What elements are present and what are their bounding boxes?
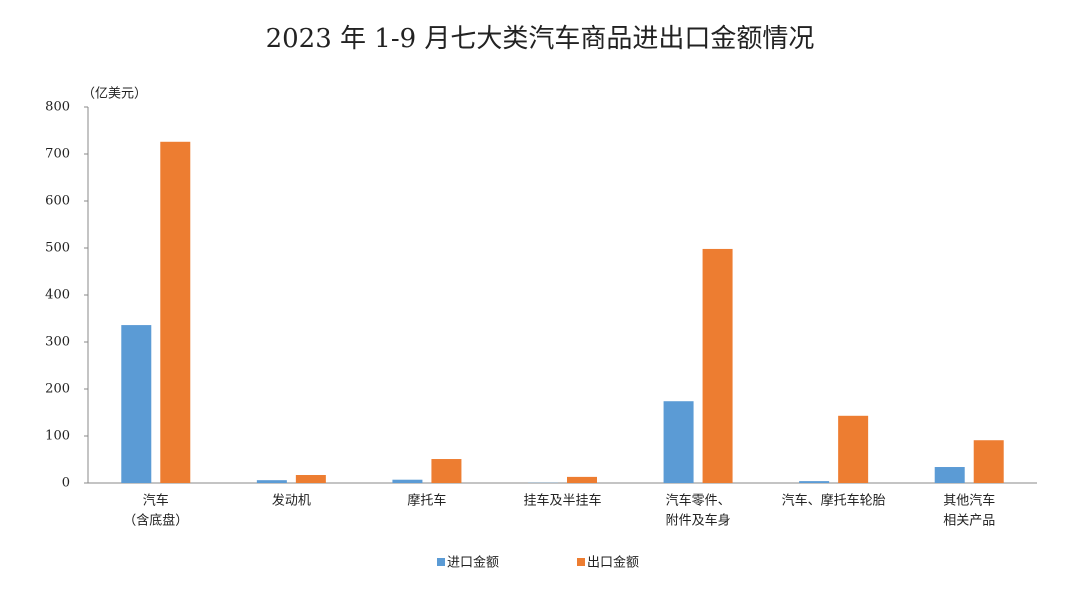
bar <box>256 480 287 483</box>
bar <box>799 481 830 483</box>
y-axis-label: （亿美元） <box>82 87 147 102</box>
bar <box>663 401 694 483</box>
legend-swatch <box>437 558 445 566</box>
y-tick-label: 400 <box>45 288 70 303</box>
x-tick-label: 附件及车身 <box>666 513 731 529</box>
legend-label: 进口金额 <box>447 555 499 571</box>
x-tick-label: 汽车、摩托车轮胎 <box>782 493 886 509</box>
x-tick-label: 汽车零件、 <box>666 493 731 509</box>
y-tick-label: 500 <box>45 241 70 256</box>
bar <box>934 467 965 483</box>
x-tick-label: 其他汽车 <box>943 493 995 509</box>
chart-title: 2023 年 1-9 月七大类汽车商品进出口金额情况 <box>266 24 815 54</box>
bar <box>973 440 1004 483</box>
y-tick-label: 300 <box>45 335 70 350</box>
bar <box>121 325 152 483</box>
y-tick-label: 200 <box>45 382 70 397</box>
bar <box>295 475 326 483</box>
x-tick-label: （含底盘） <box>123 513 188 529</box>
y-tick-label: 600 <box>45 194 70 209</box>
y-tick-label: 0 <box>62 476 70 491</box>
x-tick-label: 摩托车 <box>407 493 446 509</box>
legend-label: 出口金额 <box>587 555 639 571</box>
y-tick-label: 100 <box>45 429 70 444</box>
bar <box>431 459 462 483</box>
y-tick-label: 800 <box>45 100 70 115</box>
x-tick-label: 相关产品 <box>943 514 995 529</box>
x-tick-label: 汽车 <box>143 493 169 509</box>
bar <box>392 479 423 483</box>
x-tick-label: 发动机 <box>272 493 311 509</box>
bar <box>567 476 597 483</box>
y-tick-label: 700 <box>45 147 70 162</box>
x-tick-label: 挂车及半挂车 <box>523 493 601 509</box>
bar <box>160 141 191 483</box>
legend-swatch <box>577 558 585 566</box>
bar <box>702 248 733 483</box>
bar <box>838 415 869 483</box>
